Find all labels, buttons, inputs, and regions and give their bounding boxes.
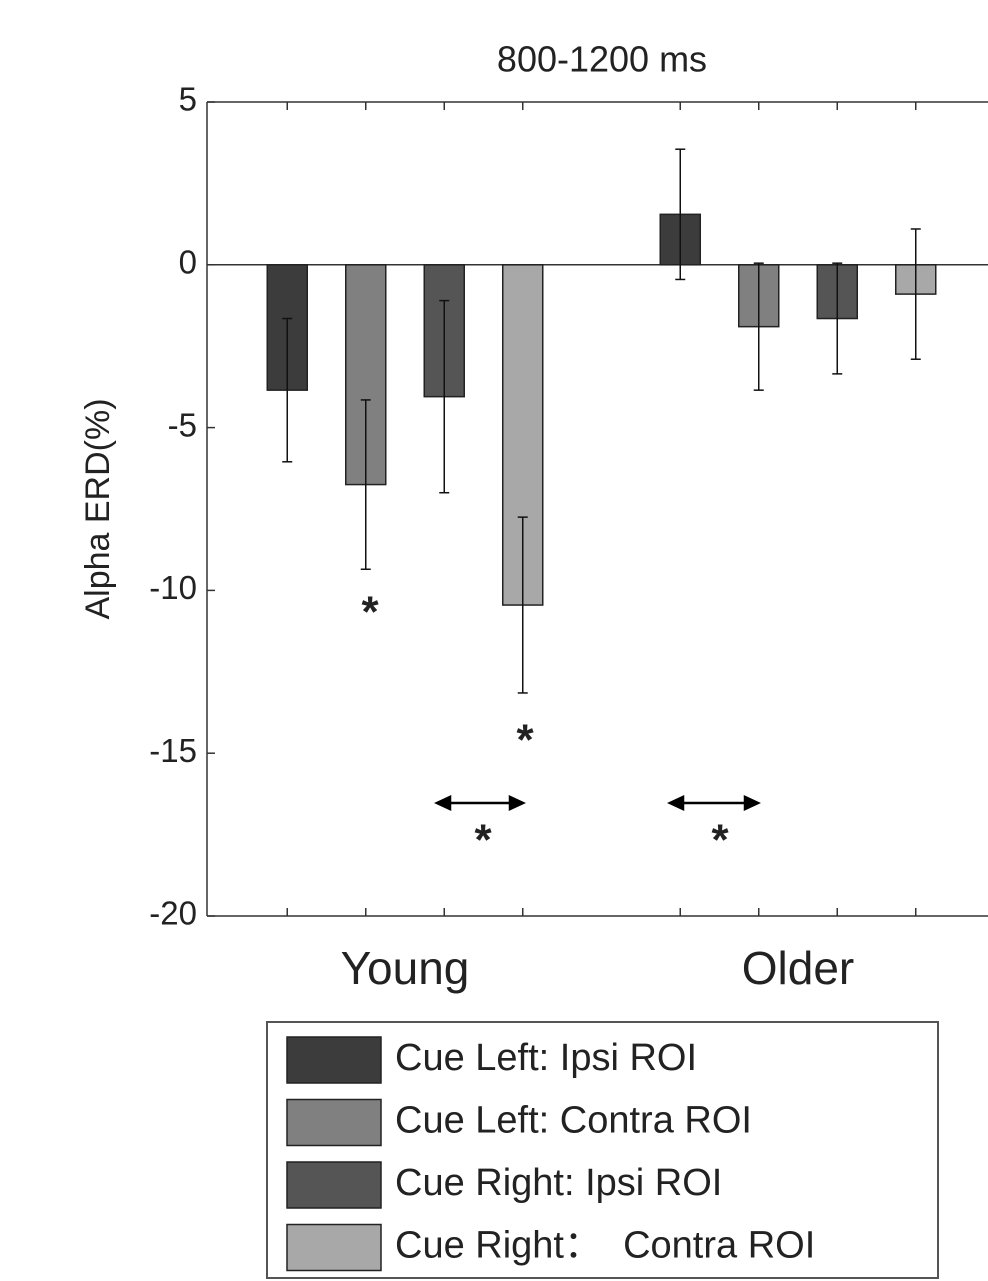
error-bar: [439, 299, 450, 494]
chart-title: 800-1200 ms: [497, 39, 707, 80]
error-bar: [832, 262, 843, 375]
error-bar: [675, 148, 686, 281]
legend-swatch: [286, 1223, 382, 1272]
legend-swatch: [286, 1098, 382, 1147]
legend-label: Cue Left: Ipsi ROI: [395, 1037, 697, 1079]
x-category-label: Young: [341, 942, 470, 994]
legend-label: Cue Right: Ipsi ROI: [395, 1162, 722, 1204]
y-axis-label: Alpha ERD(%): [79, 398, 117, 619]
error-bar: [910, 228, 921, 360]
x-category-label: Older: [742, 942, 854, 994]
legend-swatch: [286, 1161, 382, 1209]
y-tick-label: -15: [149, 732, 197, 769]
y-tick-label: -20: [149, 895, 197, 932]
error-bar: [517, 516, 528, 694]
significance-marker: *: [711, 816, 729, 865]
error-bar: [282, 317, 293, 463]
error-bar: [753, 262, 764, 391]
y-tick-label: 0: [179, 244, 197, 281]
y-tick-label: -5: [168, 406, 197, 443]
significance-marker: *: [516, 716, 534, 765]
legend-label: Cue Left: Contra ROI: [395, 1100, 752, 1142]
legend-label: Cue Right： Contra ROI: [395, 1225, 815, 1267]
significance-marker: *: [361, 588, 379, 637]
significance-marker: *: [474, 816, 492, 865]
error-bar: [360, 399, 371, 570]
y-tick-label: 5: [179, 81, 197, 118]
y-tick-label: -10: [149, 569, 197, 606]
legend-swatch: [286, 1036, 382, 1084]
arrows: [434, 795, 761, 811]
